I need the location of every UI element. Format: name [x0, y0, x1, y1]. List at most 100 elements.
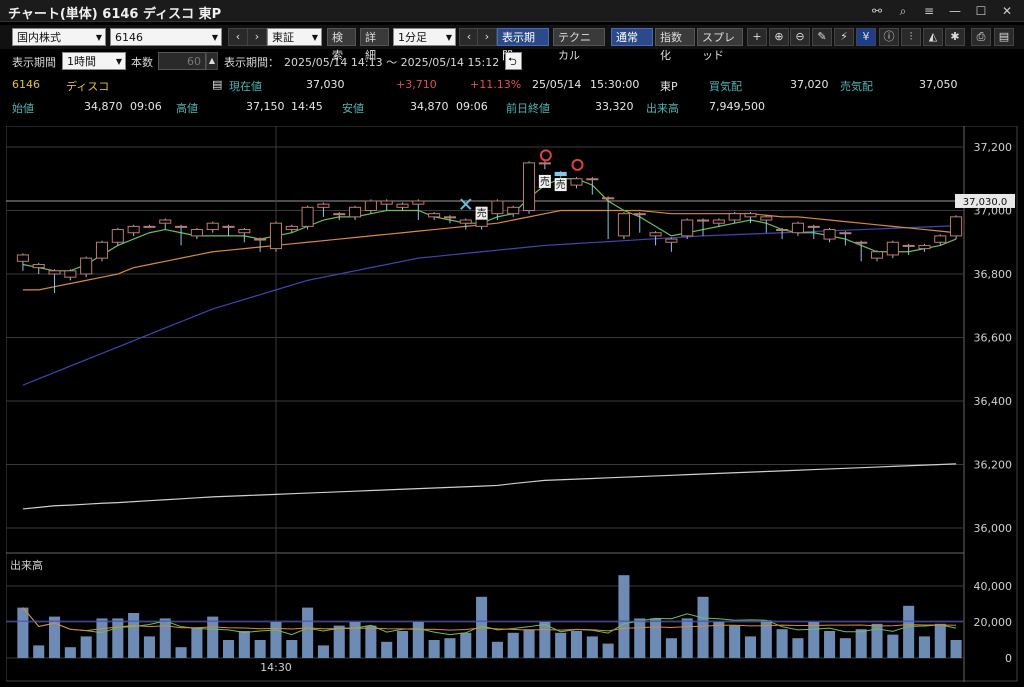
- market-select[interactable]: 国内株式 ▼: [12, 28, 106, 46]
- dropdown-arrow-icon: ▼: [95, 33, 102, 42]
- code-input[interactable]: 6146 ▼: [110, 28, 222, 46]
- volume-bar: [697, 596, 709, 658]
- high-value: 37,150: [246, 100, 285, 113]
- candle-body: [175, 225, 188, 228]
- open-time: 09:06: [130, 100, 162, 113]
- candle-body: [523, 162, 536, 211]
- volume-bar: [776, 629, 788, 658]
- candle-body: [190, 229, 203, 237]
- volume-bar: [618, 575, 630, 658]
- info-icon[interactable]: ⓘ: [879, 28, 899, 46]
- price-tick-label: 36,000: [974, 522, 1013, 535]
- candle-body: [728, 213, 741, 221]
- candle-body: [507, 206, 520, 215]
- volume-bar: [222, 640, 235, 658]
- display-period-button[interactable]: 表示期間: [497, 28, 549, 62]
- volume-bar: [586, 636, 598, 658]
- zoom-out-icon[interactable]: ⊖: [790, 28, 810, 46]
- volume-bar: [270, 622, 282, 658]
- volume-bar: [491, 641, 503, 658]
- volume-label: 出来高: [646, 102, 679, 115]
- volume-bar: [634, 618, 646, 658]
- draw-icon[interactable]: ✎: [812, 28, 832, 46]
- volume-bar: [333, 625, 345, 658]
- candle-body: [712, 219, 725, 224]
- volume-bar: [17, 607, 29, 658]
- ma-mid-line: [22, 209, 957, 291]
- ma-short-line: [22, 178, 957, 272]
- print-icon[interactable]: ⎙: [971, 28, 991, 46]
- settings-icon[interactable]: ✱: [945, 28, 965, 46]
- link-icon[interactable]: ⚯: [871, 4, 883, 18]
- volume-bar: [507, 632, 519, 658]
- normal-button[interactable]: 通常: [611, 28, 653, 46]
- menu-icon[interactable]: ≡: [923, 4, 935, 18]
- spread-button[interactable]: スプレッド: [697, 28, 743, 62]
- candle-body: [238, 229, 251, 234]
- volume-bar: [254, 640, 266, 658]
- quote-code: 6146: [12, 78, 40, 91]
- interval-select[interactable]: 1分足 ▼: [393, 28, 456, 46]
- count-stepper[interactable]: ▲: [206, 52, 218, 70]
- candle-body: [602, 197, 615, 200]
- open-label: 始値: [12, 102, 34, 115]
- prev-code-button[interactable]: ‹: [228, 28, 248, 46]
- window-title: チャート(単体) 6146 ディスコ 東P: [8, 7, 222, 22]
- candle-body: [317, 203, 330, 208]
- detail-button[interactable]: 詳細: [360, 28, 389, 62]
- count-label: 本数: [131, 56, 153, 69]
- dropdown-arrow-icon: ▼: [115, 57, 122, 66]
- price-tick-label: 36,800: [974, 268, 1013, 281]
- candle-body: [918, 244, 931, 250]
- candle-icon[interactable]: ⫶: [901, 28, 921, 46]
- zoom-in-icon[interactable]: ⊕: [769, 28, 789, 46]
- volume-bar: [349, 622, 361, 658]
- low-value: 34,870: [410, 100, 449, 113]
- chart-area[interactable]: 37,200 37,000 36,800 36,600 36,400 36,200 36,0…: [6, 126, 1018, 682]
- layout-icon[interactable]: ▤: [994, 28, 1014, 46]
- price-tick-label: 37,200: [974, 141, 1013, 154]
- search-icon[interactable]: ⌕: [899, 3, 907, 18]
- main-toolbar: 国内株式▼ 6146▼ ‹ › 東証▼ 検索 詳細 1分足▼ ‹ › 表示期間 …: [0, 25, 1024, 62]
- crosshair-icon[interactable]: +: [747, 28, 767, 46]
- memo-icon[interactable]: ▤: [212, 78, 223, 91]
- candle-body: [333, 213, 346, 216]
- candle-body: [665, 238, 678, 243]
- change-value: +3,710: [396, 78, 437, 91]
- candle-body: [48, 270, 61, 275]
- cross-marker-icon: [460, 198, 472, 210]
- yen-icon[interactable]: ¥: [856, 28, 876, 46]
- next-period-button[interactable]: ›: [477, 28, 497, 46]
- maximize-icon[interactable]: ☐: [975, 4, 987, 18]
- volume-bar: [159, 618, 171, 658]
- candle-body: [301, 206, 314, 227]
- interval-select-value: 1分足: [398, 31, 427, 44]
- count-input[interactable]: 60: [158, 52, 206, 70]
- refresh-button[interactable]: ⮌: [505, 52, 522, 70]
- title-bar: チャート(単体) 6146 ディスコ 東P ⚯ ⌕ ≡ — ☐ ✕: [0, 0, 1024, 22]
- index-button[interactable]: 指数化: [655, 28, 695, 62]
- prev-close-value: 33,320: [595, 100, 634, 113]
- low-label: 安値: [342, 102, 364, 115]
- area-chart-icon[interactable]: ◭: [923, 28, 943, 46]
- exchange-select[interactable]: 東証 ▼: [267, 28, 322, 46]
- candle-body: [32, 263, 45, 269]
- signal-icon[interactable]: ⚡: [834, 28, 854, 46]
- volume-bar: [650, 618, 662, 658]
- prev-period-button[interactable]: ‹: [459, 28, 479, 46]
- volume-bar: [839, 638, 851, 658]
- minimize-icon[interactable]: —: [949, 4, 961, 18]
- candle-body: [16, 254, 29, 262]
- technical-button[interactable]: テクニカル: [553, 28, 605, 62]
- volume-bar: [302, 607, 314, 658]
- volume-bar: [824, 631, 836, 658]
- search-button[interactable]: 検索: [327, 28, 356, 62]
- period-select[interactable]: 1時間 ▼: [62, 52, 126, 70]
- candle-body: [491, 200, 504, 215]
- volume-pane-title: 出来高: [10, 558, 43, 572]
- chart-canvas[interactable]: 37,20037,00036,80036,60036,40036,20036,0…: [6, 126, 1018, 682]
- close-icon[interactable]: ✕: [1001, 4, 1013, 18]
- next-code-button[interactable]: ›: [247, 28, 267, 46]
- candle-body: [760, 216, 773, 221]
- sell-marker-label: 売: [540, 175, 550, 188]
